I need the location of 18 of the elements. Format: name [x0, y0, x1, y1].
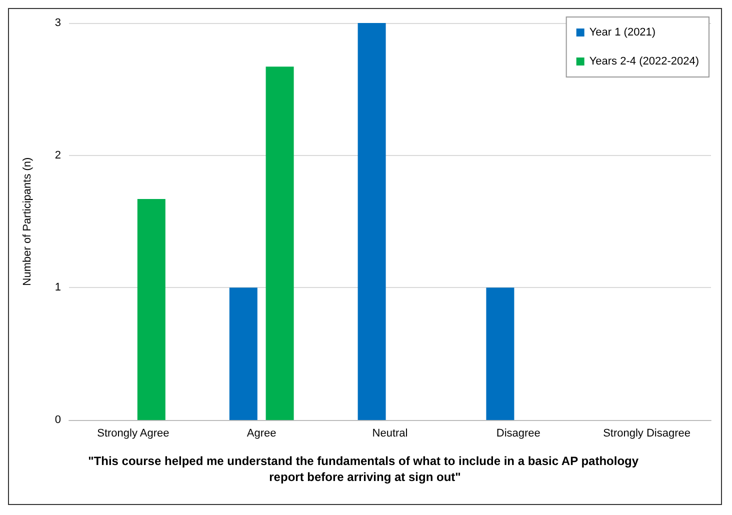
bar: [358, 23, 386, 420]
y-axis-title: Number of Participants (n): [22, 157, 34, 286]
bar: [229, 288, 258, 420]
x-tick-label: Agree: [246, 428, 276, 440]
x-tick-label: Disagree: [496, 428, 540, 440]
bar: [266, 66, 294, 420]
y-tick-label: 1: [54, 282, 61, 294]
x-axis-title: "This course helped me understand the fundamentals of what to include in a basic AP pathology report before arriving at sign out": [88, 454, 642, 484]
legend-label: Years 2-4 (2022-2024): [589, 56, 700, 68]
x-tick-label: Strongly Disagree: [603, 428, 691, 440]
x-tick-label: Neutral: [372, 428, 408, 440]
bar: [137, 199, 166, 420]
y-tick-label: 3: [54, 17, 61, 29]
x-tick-label: Strongly Agree: [97, 428, 170, 440]
y-tick-label: 0: [54, 414, 61, 426]
bar: [486, 288, 514, 420]
y-tick-label: 2: [54, 149, 61, 162]
legend-label: Year 1 (2021): [589, 26, 656, 38]
